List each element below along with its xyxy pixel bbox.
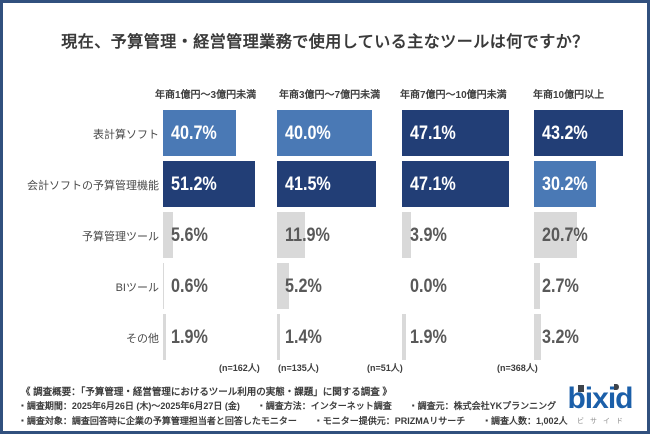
survey-detail-item: 調査方法：インターネット調査 xyxy=(260,399,392,414)
row-label: 表計算ソフト xyxy=(93,129,159,141)
sample-size-label: (n=368人) xyxy=(497,363,538,373)
value-label: 43.2% xyxy=(542,123,588,144)
value-label: 3.2% xyxy=(542,327,579,348)
survey-summary: 《 調査概要：「予算管理・経営管理におけるツール利用の実態・課題」に関する調査 … xyxy=(21,387,392,398)
column-header: 年商1億円～3億円未満 xyxy=(155,90,257,101)
logo-accent-mark xyxy=(614,384,619,390)
value-label: 0.6% xyxy=(171,276,208,297)
value-label: 3.9% xyxy=(410,225,447,246)
bar xyxy=(534,161,596,207)
bixid-logo: bixid ビサイド xyxy=(556,384,644,426)
survey-detail-item: モニター提供元：PRIZMAリサーチ xyxy=(317,414,466,429)
sample-size-label: (n=51人) xyxy=(367,363,403,373)
survey-line-2: 調査対象：調査回答時に企業の予算管理担当者と回答したモニター モニター提供元：PR… xyxy=(21,414,568,429)
row-label: 予算管理ツール xyxy=(82,231,159,243)
bixid-logo-text: bixid xyxy=(556,384,644,414)
sample-size-label: (n=162人) xyxy=(219,363,260,373)
bar xyxy=(277,263,289,309)
bar xyxy=(402,110,509,156)
row-label: BIツール xyxy=(115,282,159,294)
row-label: 会計ソフトの予算管理機能 xyxy=(27,180,159,192)
value-label: 20.7% xyxy=(542,225,588,246)
survey-detail-item: 調査対象：調査回答時に企業の予算管理担当者と回答したモニター xyxy=(21,414,297,429)
bar xyxy=(402,161,509,207)
bar xyxy=(534,314,541,360)
value-label: 1.9% xyxy=(410,327,447,348)
column-header: 年商10億円以上 xyxy=(533,90,605,101)
bar xyxy=(277,110,372,156)
value-label: 40.7% xyxy=(171,123,217,144)
bar xyxy=(277,314,280,360)
value-label: 47.1% xyxy=(410,123,456,144)
bar xyxy=(163,110,236,156)
value-label: 11.9% xyxy=(285,225,330,246)
column-header: 年商3億円～7億円未満 xyxy=(279,90,381,101)
survey-detail-item: 調査人数：1,002人 xyxy=(485,414,568,429)
value-label: 1.4% xyxy=(285,327,322,348)
survey-detail-item: 調査期間：2025年6月26日 (木)～2025年6月27日 (金) xyxy=(21,399,240,414)
value-label: 51.2% xyxy=(171,174,217,195)
bar xyxy=(163,161,255,207)
value-label: 5.6% xyxy=(171,225,208,246)
survey-detail-item: 調査元：株式会社YKプランニング xyxy=(412,399,557,414)
logo-i-dot-mark xyxy=(578,385,584,392)
value-label: 47.1% xyxy=(410,174,456,195)
chart-area: 表計算ソフト会計ソフトの予算管理機能予算管理ツール BIツールその他 年商1億円～3… xyxy=(3,3,647,431)
bar xyxy=(277,212,305,258)
value-label: 5.2% xyxy=(285,276,322,297)
bar xyxy=(402,212,411,258)
value-label: 0.0% xyxy=(410,276,447,297)
survey-notes: 《 調査概要：「予算管理・経営管理におけるツール利用の実態・課題」に関する調査 … xyxy=(21,386,568,429)
sample-size-label: (n=135人) xyxy=(278,363,319,373)
value-label: 2.7% xyxy=(542,276,579,297)
column-header: 年商7億円～10億円未満 xyxy=(400,90,507,101)
value-label: 40.0% xyxy=(285,123,331,144)
value-label: 1.9% xyxy=(171,327,208,348)
survey-line-1: 調査期間：2025年6月26日 (木)～2025年6月27日 (金) 調査方法：イ… xyxy=(21,399,556,414)
bar xyxy=(163,263,164,309)
chart-title: 現在、予算管理・経営管理業務で使用している主なツールは何ですか？ xyxy=(61,34,589,51)
bar xyxy=(534,212,577,258)
value-label: 30.2% xyxy=(542,174,588,195)
bar xyxy=(163,314,166,360)
bar xyxy=(277,161,376,207)
logo-katakana: ビサイド xyxy=(577,418,629,425)
bar xyxy=(402,314,406,360)
bar xyxy=(163,212,173,258)
value-label: 41.5% xyxy=(285,174,331,195)
row-label: その他 xyxy=(126,333,159,345)
bar xyxy=(534,110,623,156)
bar xyxy=(534,263,540,309)
